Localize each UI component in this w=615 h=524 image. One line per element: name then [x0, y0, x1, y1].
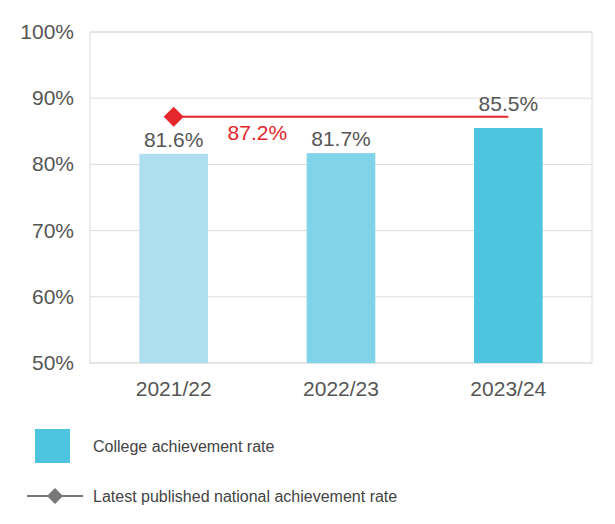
- legend-swatch: [35, 429, 70, 463]
- plot-frame: [90, 32, 592, 363]
- y-tick-label: 80%: [32, 152, 74, 175]
- y-tick-label: 60%: [32, 285, 74, 308]
- x-tick-label: 2021/22: [136, 377, 212, 400]
- legend-label: College achievement rate: [93, 438, 275, 455]
- data-label: 81.7%: [311, 127, 371, 150]
- y-tick-label: 100%: [20, 20, 74, 43]
- data-label: 81.6%: [144, 128, 204, 151]
- data-label: 85.5%: [479, 92, 539, 115]
- marker: [164, 107, 184, 127]
- chart: 50% 60% 70% 80% 90% 100% 2021/22 2022/23 2023/24…: [0, 0, 615, 524]
- data-label: 87.2%: [228, 121, 288, 144]
- legend: College achievement rate Latest published…: [27, 429, 397, 505]
- bar: [307, 153, 376, 363]
- bar: [474, 128, 543, 363]
- line: [174, 116, 509, 118]
- y-tick-label: 70%: [32, 219, 74, 242]
- y-tick-label: 90%: [32, 86, 74, 109]
- legend-label: Latest published national achievement ra…: [93, 488, 397, 505]
- labels: 81.6% 81.7% 85.5% 87.2%: [144, 92, 538, 151]
- x-tick-label: 2023/24: [470, 377, 546, 400]
- bar: [139, 154, 208, 363]
- legend-swatch: [47, 488, 63, 504]
- x-tick-label: 2022/23: [303, 377, 379, 400]
- y-tick-label: 50%: [32, 351, 74, 374]
- marks: [139, 117, 542, 363]
